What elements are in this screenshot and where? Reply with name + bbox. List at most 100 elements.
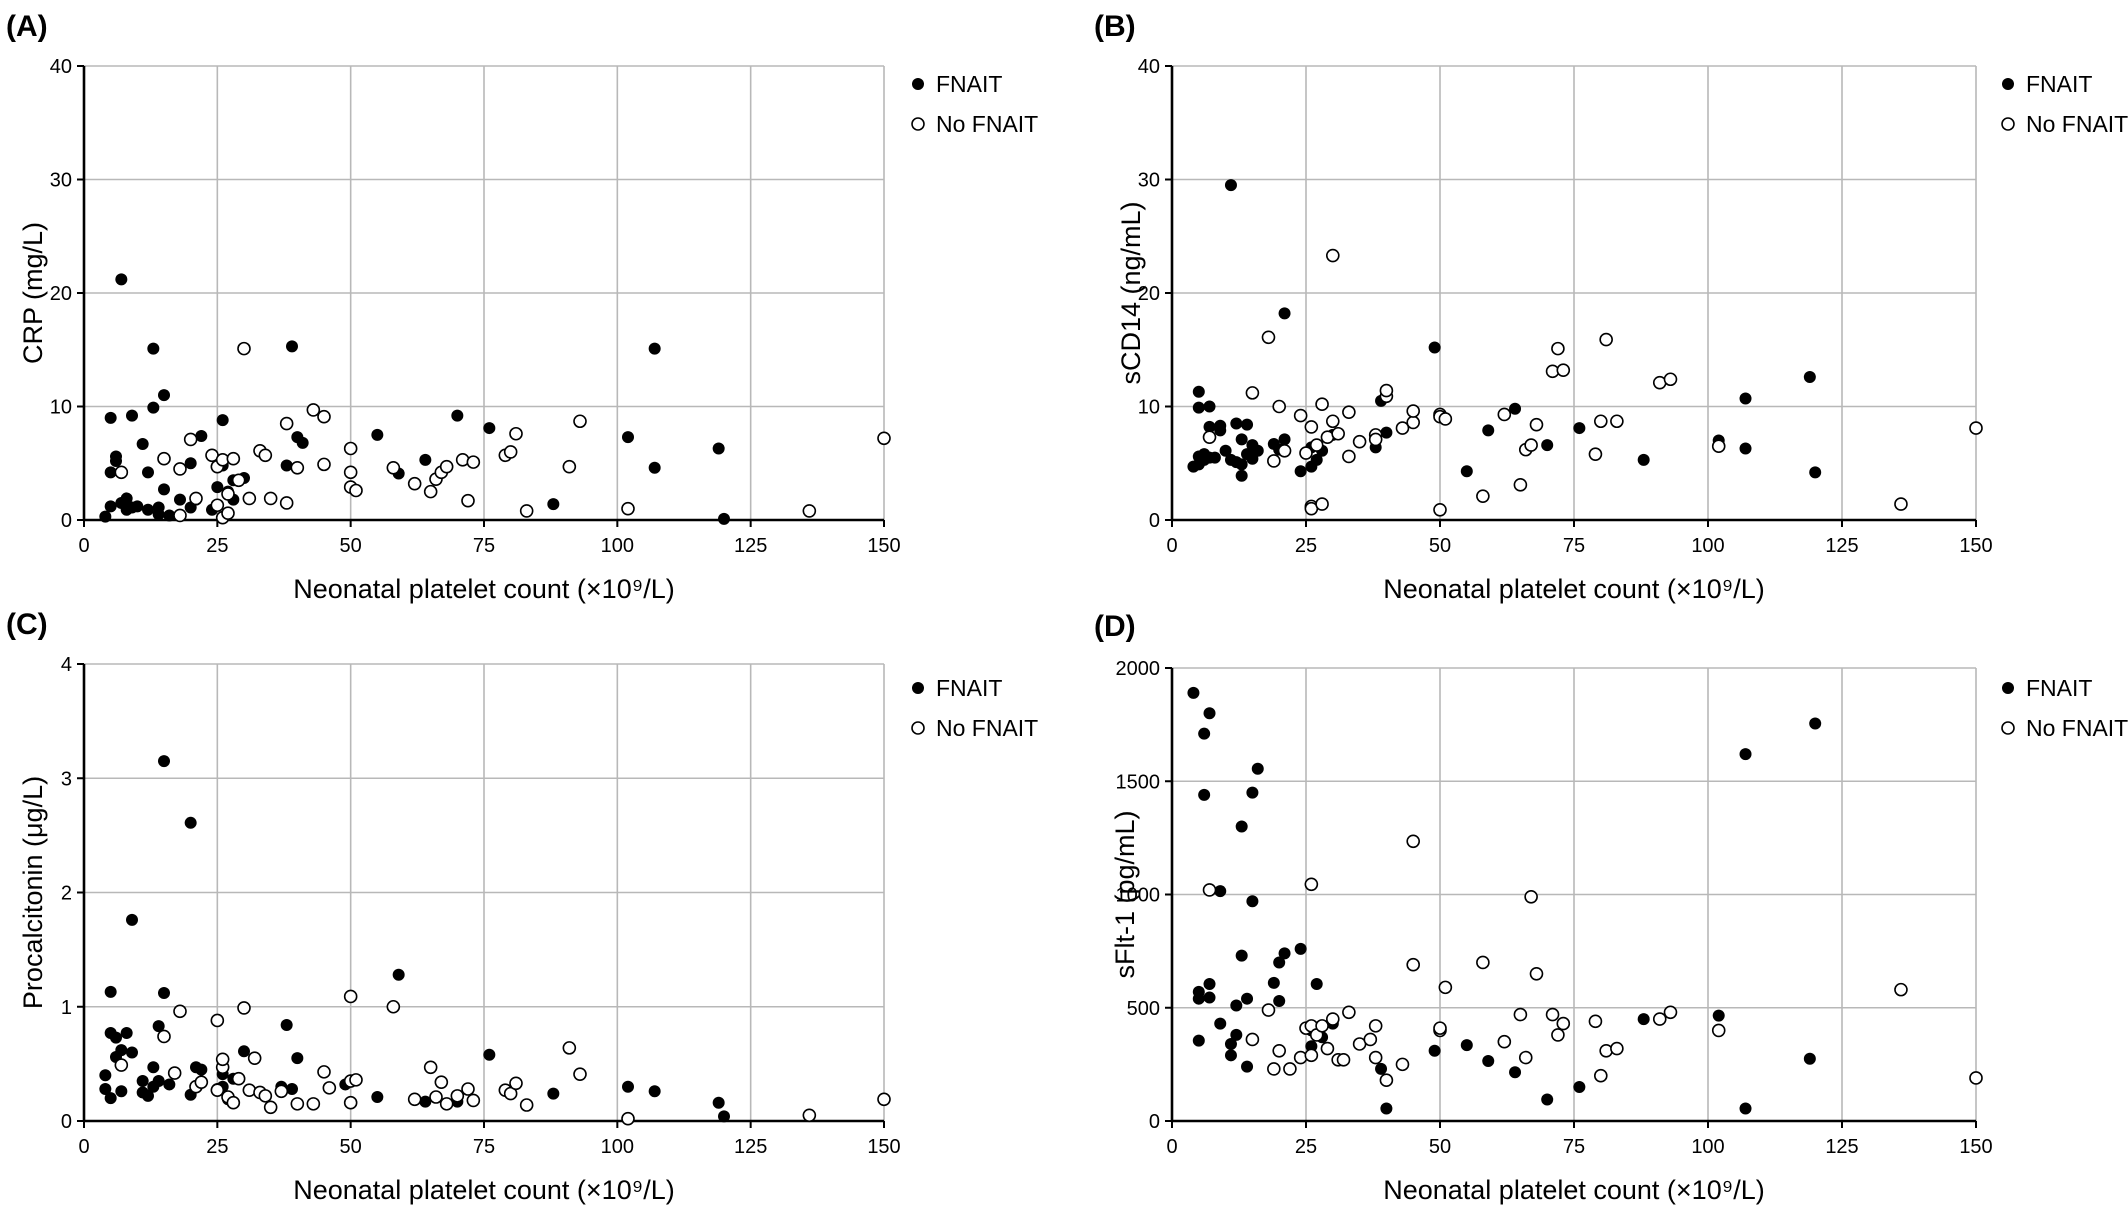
no-fnait-point: [1315, 397, 1329, 412]
fnait-point: [1637, 453, 1650, 466]
no-fnait-point: [461, 1082, 475, 1096]
legend-no-fnait-marker: [2001, 721, 2015, 735]
no-fnait-point: [1309, 438, 1324, 452]
fnait-point: [152, 1075, 165, 1088]
legend-fnait-label: FNAIT: [2026, 71, 2092, 97]
no-fnait-point: [1261, 330, 1276, 345]
no-fnait-point: [1342, 1005, 1356, 1020]
x-tick-label: 50: [340, 535, 362, 557]
gridlines: [84, 65, 885, 520]
x-tick-label: 50: [1429, 1136, 1451, 1158]
no-fnait-point: [343, 441, 358, 456]
no-fnait-point: [573, 1067, 587, 1081]
no-fnait-point: [1202, 883, 1217, 897]
fnait-point: [712, 1096, 725, 1109]
legend-fnait-label: FNAIT: [2026, 675, 2092, 701]
no-fnait-point: [1513, 478, 1528, 492]
fnait-point: [195, 430, 208, 443]
fnait-point: [1803, 370, 1816, 383]
fnait-point: [1739, 442, 1752, 455]
no-fnait-point: [1336, 1053, 1351, 1067]
fnait-point: [1230, 417, 1243, 430]
no-fnait-point: [210, 498, 225, 513]
fnait-point: [238, 1045, 250, 1058]
fnait-point: [1246, 786, 1259, 799]
gridlines: [1172, 667, 1977, 1121]
fnait-point: [1224, 1037, 1237, 1050]
legend-fnait-label: FNAIT: [936, 71, 1002, 97]
fnait-point: [115, 1044, 128, 1057]
fnait-point: [291, 1052, 304, 1065]
no-fnait-point: [1663, 372, 1678, 387]
no-fnait-point: [450, 1089, 465, 1103]
no-fnait-point: [194, 1075, 209, 1089]
fnait-point: [126, 1046, 138, 1059]
fnait-point: [142, 503, 154, 516]
no-fnait-point: [1272, 1043, 1286, 1058]
fnait-point: [1224, 179, 1237, 192]
panel-label: (C): [6, 608, 48, 641]
no-fnait-point: [1433, 502, 1447, 517]
legend-fnait-marker: [912, 682, 924, 694]
no-fnait-point: [221, 506, 235, 520]
no-fnait-point: [1599, 1043, 1613, 1058]
no-fnait-point: [1326, 248, 1340, 263]
fnait-point: [1482, 424, 1495, 437]
fnait-point: [195, 1063, 208, 1076]
no-fnait-point: [226, 1095, 241, 1110]
no-fnait-point: [1395, 421, 1410, 435]
fnait-point: [1198, 727, 1211, 740]
x-tick-label: 0: [78, 1136, 89, 1158]
legend-no-fnait-marker: [2001, 117, 2015, 131]
no-fnait-point: [1326, 1012, 1340, 1026]
fnait-point: [1380, 426, 1393, 439]
x-tick-label: 100: [1691, 535, 1724, 557]
no-fnait-point: [1261, 1003, 1276, 1017]
no-fnait-point: [877, 431, 891, 446]
no-fnait-point: [237, 341, 251, 356]
no-fnait-point: [210, 1083, 225, 1097]
fnait-point: [1294, 942, 1307, 955]
fnait-point: [648, 342, 661, 355]
x-tick-label: 75: [1563, 535, 1585, 557]
no-fnait-point: [1368, 1050, 1383, 1065]
no-fnait-point: [1969, 421, 1983, 435]
no-fnait-point: [439, 1097, 454, 1111]
no-fnait-point: [1272, 399, 1286, 414]
no-fnait-point: [1299, 446, 1313, 460]
fnait-point: [1428, 1044, 1441, 1057]
no-fnait-point: [1277, 443, 1292, 458]
y-tick-label: 2: [61, 883, 72, 905]
y-tick-label: 30: [1138, 170, 1160, 192]
no-fnait-point: [290, 1097, 305, 1111]
fnait-point: [1230, 1028, 1243, 1041]
no-fnait-point: [1320, 1041, 1335, 1056]
no-fnait-point: [407, 1092, 422, 1107]
fnait-point: [216, 414, 229, 427]
fnait-point: [104, 466, 117, 479]
fnait-point: [152, 501, 165, 514]
fnait-point: [1278, 307, 1291, 320]
y-axis-title: CRP (mg/L): [18, 222, 48, 364]
no-fnait-point: [1406, 834, 1420, 849]
fnait-point: [131, 500, 144, 513]
fnait-point: [1187, 686, 1200, 699]
no-fnait-point: [1545, 1007, 1560, 1022]
no-fnait-point: [466, 455, 481, 469]
no-fnait-point: [1711, 1023, 1726, 1038]
fnait-point: [110, 450, 122, 463]
fnait-point: [1235, 469, 1248, 482]
no-fnait-point: [306, 403, 321, 417]
legend-fnait-marker: [912, 78, 924, 90]
x-tick-label: 150: [867, 535, 900, 557]
no-fnait-point: [386, 999, 401, 1014]
fnait-point: [1428, 341, 1441, 354]
fnait-point: [1246, 895, 1259, 908]
no-fnait-point: [173, 1004, 187, 1019]
fnait-point: [99, 1069, 112, 1082]
no-fnait-point: [573, 414, 587, 429]
fnait-point: [1273, 956, 1286, 969]
fnait-point: [1192, 385, 1205, 398]
no-fnait-point: [247, 1051, 262, 1065]
no-fnait-point: [1267, 454, 1281, 468]
